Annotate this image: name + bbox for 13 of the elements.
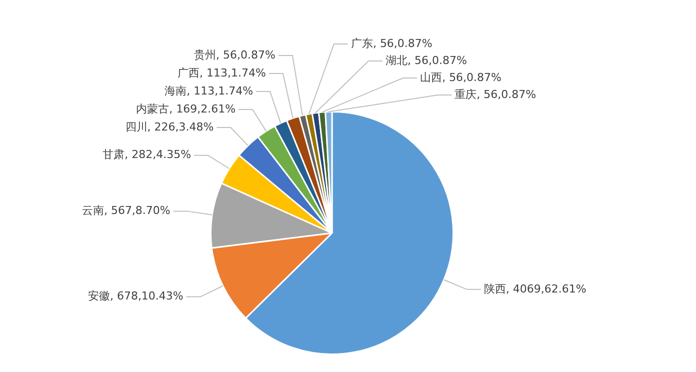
- slice-label: 广东, 56,0.87%: [350, 36, 432, 50]
- slice-label: 陕西, 4069,62.61%: [484, 282, 586, 296]
- slice-label: 海南, 113,1.74%: [164, 84, 254, 98]
- slice-label: 云南, 567,8.70%: [82, 204, 170, 218]
- slice-label: 贵州, 56,0.87%: [194, 48, 276, 62]
- slice-label: 山西, 56,0.87%: [420, 70, 502, 84]
- slice-label: 四川, 226,3.48%: [125, 120, 214, 134]
- slice-label: 广西, 113,1.74%: [178, 66, 266, 80]
- slice-label: 重庆, 56,0.87%: [454, 88, 536, 101]
- slice-label: 甘肃, 282,4.35%: [102, 148, 192, 162]
- slice-label: 安徽, 678,10.43%: [88, 290, 184, 303]
- slice-label: 内蒙古, 169,2.61%: [136, 102, 236, 116]
- slice-label: 湖北, 56,0.87%: [385, 54, 467, 67]
